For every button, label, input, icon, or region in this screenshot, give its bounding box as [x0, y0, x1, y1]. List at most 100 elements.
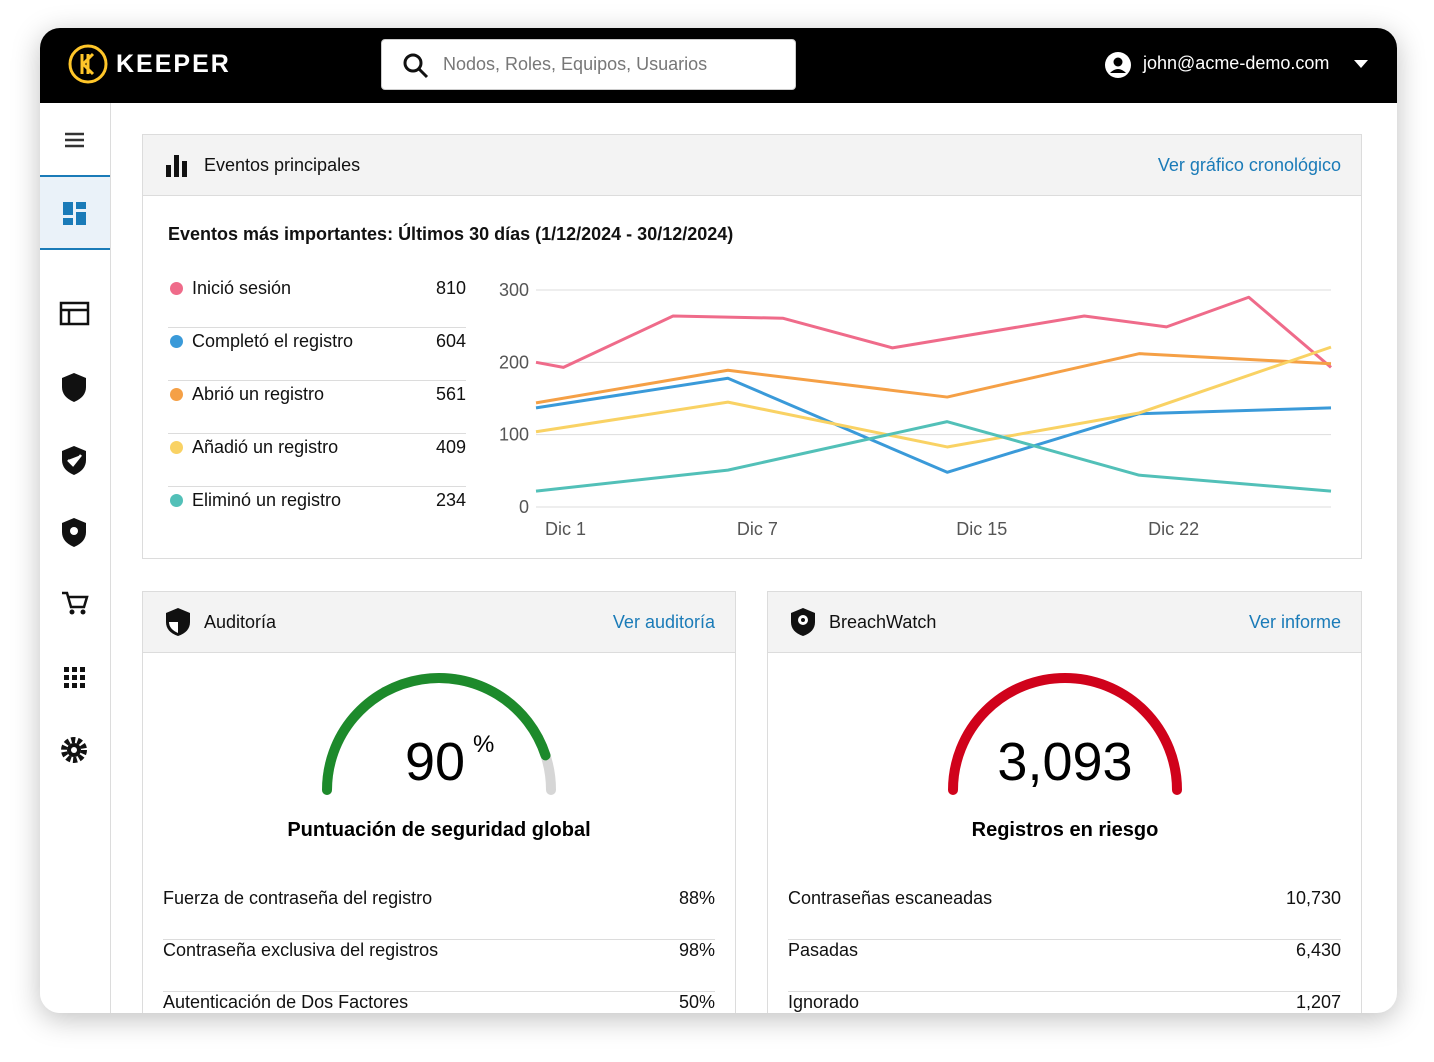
stat-row: Contraseña exclusiva del registros 98%: [163, 940, 715, 992]
stat-name: Contraseñas escaneadas: [788, 888, 993, 908]
events-link[interactable]: Ver gráfico cronológico: [1157, 155, 1341, 175]
compliance-icon[interactable]: [62, 446, 86, 475]
menu-icon[interactable]: [65, 132, 84, 148]
admin-icon[interactable]: [59, 301, 90, 326]
audit-header: Auditoría Ver auditoría: [143, 592, 735, 653]
audit-link[interactable]: Ver auditoría: [612, 612, 715, 632]
search-placeholder: Nodos, Roles, Equipos, Usuarios: [443, 54, 708, 74]
score-value: 90: [405, 732, 465, 792]
stat-row: Contraseñas escaneadas 10,730: [788, 888, 1341, 940]
legend-item: Añadió un registro 409: [168, 434, 466, 487]
audit-rows: Fuerza de contraseña del registro 88% Cont…: [163, 888, 715, 1013]
settings-icon[interactable]: [61, 737, 87, 763]
y-tick-label: 0: [519, 497, 529, 517]
user-caret[interactable]: [1354, 60, 1368, 70]
risk-label: Registros en riesgo: [972, 819, 1159, 841]
audit-title: Auditoría: [204, 612, 277, 632]
x-tick-label: Dic 1: [545, 519, 586, 539]
stat-row: Fuerza de contraseña del registro 88%: [163, 888, 715, 940]
gauge-arc: [948, 673, 1182, 795]
events-title: Eventos principales: [204, 155, 361, 175]
audit-icon[interactable]: [62, 373, 86, 402]
legend-name: Inició sesión: [192, 278, 292, 298]
dashboard-icon[interactable]: [63, 202, 86, 225]
x-tick-label: Dic 7: [737, 519, 778, 539]
breachwatch-panel: BreachWatch Ver informe 3,093 Registros e…: [767, 591, 1362, 1013]
legend-name: Completó el registro: [192, 331, 354, 351]
search-box[interactable]: Nodos, Roles, Equipos, Usuarios: [381, 39, 796, 90]
stat-name: Pasadas: [788, 940, 859, 960]
series-line: [535, 376, 1332, 474]
sidebar-icons: [40, 132, 110, 763]
logo-icon: [68, 44, 108, 84]
audit-panel: Auditoría Ver auditoría 90% Puntuación de…: [142, 591, 736, 1013]
stat-value: 1,207: [1295, 992, 1341, 1012]
search-icon: [403, 53, 429, 79]
breachwatch-rows: Contraseñas escaneadas 10,730 Pasadas 6,430…: [788, 888, 1341, 1013]
legend-count: 234: [435, 490, 466, 510]
cart-icon[interactable]: [62, 591, 89, 609]
gauge-value: [322, 673, 551, 795]
legend-name: Abrió un registro: [192, 384, 325, 404]
breachwatch-icon: [791, 608, 815, 636]
legend-name: Eliminó un registro: [192, 490, 342, 510]
legend-item: Abrió un registro 561: [168, 381, 466, 434]
y-tick-label: 100: [499, 425, 529, 445]
stat-name: Fuerza de contraseña del registro: [163, 888, 433, 908]
breachwatch-header: BreachWatch Ver informe: [768, 592, 1361, 653]
x-tick-label: Dic 22: [1148, 519, 1199, 539]
stat-name: Contraseña exclusiva del registros: [163, 940, 439, 960]
legend: Inició sesión 810 Completó el registro 604 A…: [168, 275, 466, 539]
events-header: Eventos principales Ver gráfico cronológ…: [143, 135, 1361, 196]
stat-row: Pasadas 6,430: [788, 940, 1341, 992]
series-line: [535, 420, 1332, 493]
user-email[interactable]: john@acme-demo.com: [1143, 53, 1330, 73]
series-line: [535, 345, 1332, 449]
score-unit: %: [473, 731, 494, 758]
chart-icon: [166, 155, 187, 177]
legend-dot: [170, 441, 183, 454]
risk-value: 3,093: [997, 732, 1132, 792]
legend-dot: [170, 335, 183, 348]
stat-row: Ignorado 1,207: [788, 992, 1341, 1013]
active-item[interactable]: [40, 176, 110, 249]
audit-icon: [166, 608, 190, 636]
brand: KEEPER: [116, 50, 231, 78]
breachwatch-title: BreachWatch: [829, 612, 937, 632]
audit-gauge: 90 % Puntuación de seguridad global: [287, 673, 591, 841]
app-window: KEEPER Nodos, Roles, Equipos, Usuarios j…: [40, 28, 1397, 1013]
legend-item: Completó el registro 604: [168, 328, 466, 381]
apps-icon[interactable]: [64, 667, 85, 688]
legend-count: 810: [435, 278, 466, 298]
y-tick-label: 300: [499, 280, 529, 300]
x-tick-label: Dic 15: [956, 519, 1007, 539]
stat-row: Autenticación de Dos Factores 50%: [163, 992, 715, 1013]
line-chart: 0 100 200 300 Dic 1 Dic 7 Dic 15 Dic 22: [499, 280, 1332, 539]
y-tick-label: 200: [499, 352, 529, 372]
stat-value: 10,730: [1285, 888, 1341, 908]
series-line: [535, 352, 1332, 405]
top-bar: KEEPER Nodos, Roles, Equipos, Usuarios j…: [40, 28, 1397, 103]
stat-value: 98%: [678, 940, 715, 960]
legend-count: 561: [435, 384, 466, 404]
sidebar: [40, 103, 111, 1013]
series-line: [535, 295, 1332, 369]
events-subtitle: Eventos más importantes: Últimos 30 días…: [168, 224, 734, 244]
stat-value: 6,430: [1295, 940, 1341, 960]
legend-dot: [170, 388, 183, 401]
stat-name: Autenticación de Dos Factores: [163, 992, 409, 1012]
legend-count: 409: [435, 437, 466, 457]
stat-value: 50%: [678, 992, 715, 1012]
stat-value: 88%: [678, 888, 715, 908]
breachwatch-gauge: 3,093 Registros en riesgo: [948, 673, 1182, 841]
legend-dot: [170, 282, 183, 295]
legend-item: Inició sesión 810: [168, 275, 466, 328]
legend-name: Añadió un registro: [192, 437, 339, 457]
score-label: Puntuación de seguridad global: [287, 819, 590, 841]
legend-item: Eliminó un registro 234: [168, 487, 466, 539]
legend-dot: [170, 494, 183, 507]
breachwatch-link[interactable]: Ver informe: [1248, 612, 1341, 632]
stat-name: Ignorado: [788, 992, 860, 1012]
user-icon[interactable]: [1104, 51, 1132, 79]
